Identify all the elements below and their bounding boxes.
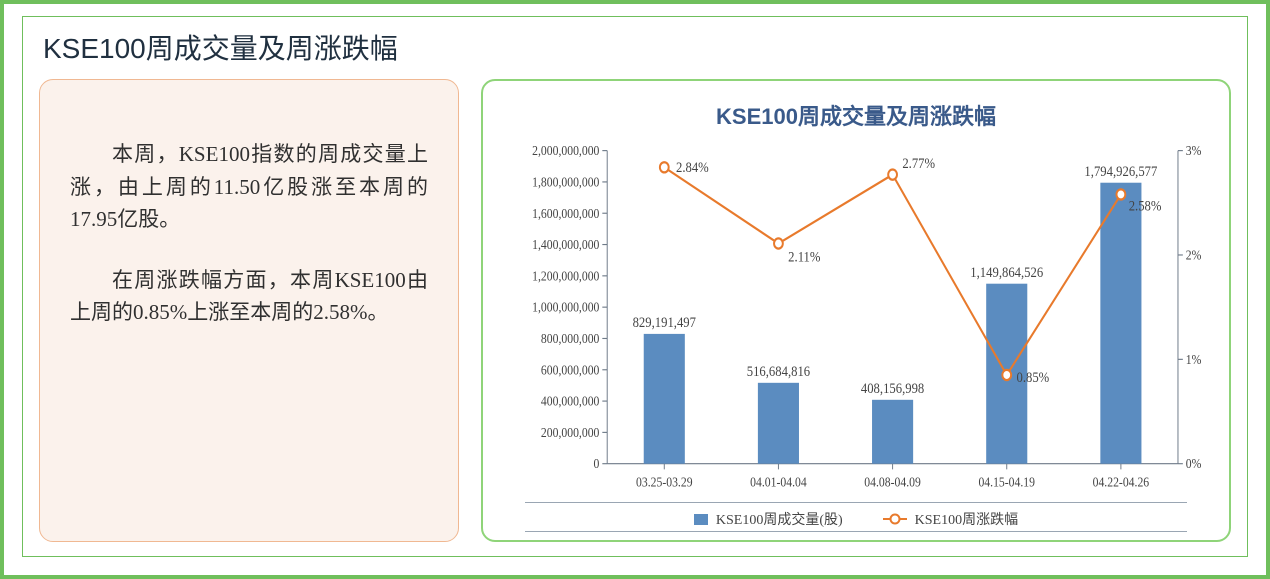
svg-text:3%: 3% (1186, 143, 1202, 158)
outer-frame: KSE100周成交量及周涨跌幅 本周，KSE100指数的周成交量上涨，由上周的1… (0, 0, 1270, 579)
svg-text:0: 0 (594, 456, 600, 471)
svg-text:03.25-03.29: 03.25-03.29 (636, 475, 693, 490)
svg-text:800,000,000: 800,000,000 (541, 331, 600, 346)
content-row: 本周，KSE100指数的周成交量上涨，由上周的11.50亿股涨至本周的17.95… (39, 79, 1231, 542)
svg-text:829,191,497: 829,191,497 (633, 314, 697, 330)
svg-text:2.77%: 2.77% (902, 155, 935, 171)
page-title: KSE100周成交量及周涨跌幅 (43, 27, 1231, 67)
svg-text:2,000,000,000: 2,000,000,000 (532, 143, 599, 158)
svg-text:2.84%: 2.84% (676, 159, 709, 175)
legend-swatch-line-icon (883, 518, 907, 520)
svg-text:1,400,000,000: 1,400,000,000 (532, 237, 599, 252)
svg-text:04.15-04.19: 04.15-04.19 (978, 475, 1035, 490)
chart-panel: KSE100周成交量及周涨跌幅 0 200,000,000 400,000,000 6… (481, 79, 1231, 542)
legend-item-line: KSE100周涨跌幅 (883, 509, 1018, 529)
svg-text:04.01-04.04: 04.01-04.04 (750, 475, 807, 490)
svg-text:1,200,000,000: 1,200,000,000 (532, 269, 599, 284)
chart-legend: KSE100周成交量(股) KSE100周涨跌幅 (525, 502, 1187, 532)
legend-label-line: KSE100周涨跌幅 (915, 509, 1018, 529)
svg-text:1%: 1% (1186, 352, 1202, 367)
text-paragraph-1: 本周，KSE100指数的周成交量上涨，由上周的11.50亿股涨至本周的17.95… (70, 138, 428, 236)
text-panel: 本周，KSE100指数的周成交量上涨，由上周的11.50亿股涨至本周的17.95… (39, 79, 459, 542)
inner-frame: KSE100周成交量及周涨跌幅 本周，KSE100指数的周成交量上涨，由上周的1… (22, 16, 1248, 557)
chart-title: KSE100周成交量及周涨跌幅 (495, 99, 1217, 131)
legend-label-bar: KSE100周成交量(股) (716, 509, 843, 529)
svg-text:400,000,000: 400,000,000 (541, 394, 600, 409)
svg-text:2.11%: 2.11% (788, 249, 820, 265)
legend-swatch-bar-icon (694, 514, 708, 525)
svg-text:0%: 0% (1186, 456, 1202, 471)
svg-text:0.85%: 0.85% (1016, 369, 1049, 385)
svg-text:408,156,998: 408,156,998 (861, 380, 925, 396)
text-paragraph-2: 在周涨跌幅方面，本周KSE100由上周的0.85%上涨至本周的2.58%。 (70, 264, 428, 329)
svg-text:600,000,000: 600,000,000 (541, 363, 600, 378)
svg-text:04.22-04.26: 04.22-04.26 (1093, 475, 1150, 490)
legend-item-bar: KSE100周成交量(股) (694, 509, 843, 529)
chart-plot-area: 0 200,000,000 400,000,000 600,000,000 800,00… (495, 137, 1217, 500)
svg-text:1,794,926,577: 1,794,926,577 (1084, 163, 1157, 179)
svg-text:1,800,000,000: 1,800,000,000 (532, 175, 599, 190)
svg-text:1,600,000,000: 1,600,000,000 (532, 206, 599, 221)
chart-svg: 0 200,000,000 400,000,000 600,000,000 800,00… (495, 137, 1217, 500)
svg-text:200,000,000: 200,000,000 (541, 425, 600, 440)
svg-text:1,000,000,000: 1,000,000,000 (532, 300, 599, 315)
svg-text:1,149,864,526: 1,149,864,526 (970, 264, 1043, 280)
svg-text:2.58%: 2.58% (1129, 197, 1162, 213)
svg-text:04.08-04.09: 04.08-04.09 (864, 475, 921, 490)
svg-text:2%: 2% (1186, 248, 1202, 263)
svg-text:516,684,816: 516,684,816 (747, 363, 811, 379)
